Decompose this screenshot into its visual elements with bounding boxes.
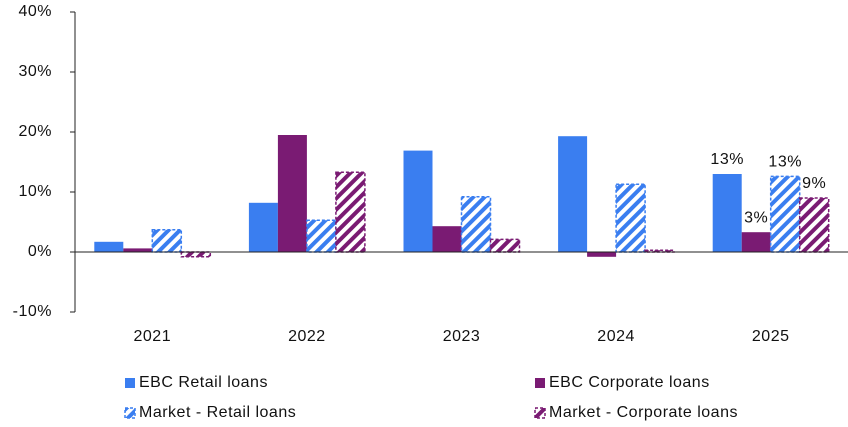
legend-label: Market - Retail loans <box>139 404 296 421</box>
legend-label: EBC Corporate loans <box>549 374 710 391</box>
bar <box>123 248 153 252</box>
y-tick-label: 10% <box>18 183 52 200</box>
bar <box>741 232 771 252</box>
bar <box>306 219 337 253</box>
bar <box>489 238 521 253</box>
data-label: 13% <box>710 151 744 168</box>
bar <box>558 136 588 252</box>
legend-marker <box>534 407 546 419</box>
y-tick-label: 30% <box>18 63 52 80</box>
y-tick-label: -10% <box>13 303 52 320</box>
bar <box>94 241 124 252</box>
x-tick-label: 2023 <box>443 328 481 345</box>
y-tick-label: 40% <box>18 3 52 20</box>
bar <box>798 197 830 253</box>
legend-marker <box>535 378 545 388</box>
legend-label: Market - Corporate loans <box>549 404 738 421</box>
data-label: 13% <box>768 154 802 171</box>
x-tick-label: 2024 <box>597 328 635 345</box>
bar <box>712 174 742 252</box>
legend-marker <box>124 407 136 419</box>
legend-marker <box>125 378 135 388</box>
bar <box>587 252 617 257</box>
bar <box>460 196 492 253</box>
x-tick-label: 2025 <box>752 328 790 345</box>
data-label: 9% <box>802 175 826 192</box>
x-tick-label: 2022 <box>288 328 326 345</box>
data-label: 3% <box>744 209 768 226</box>
legend-label: EBC Retail loans <box>139 374 268 391</box>
bar <box>277 135 307 252</box>
bar <box>180 251 212 258</box>
x-tick-label: 2021 <box>134 328 172 345</box>
bar <box>248 202 278 252</box>
bar <box>403 150 433 252</box>
bar <box>615 183 646 253</box>
bar <box>432 226 462 252</box>
bar <box>769 175 801 253</box>
y-tick-label: 20% <box>18 123 52 140</box>
bar <box>151 229 183 253</box>
y-tick-label: 0% <box>28 243 52 260</box>
bar <box>335 171 366 253</box>
